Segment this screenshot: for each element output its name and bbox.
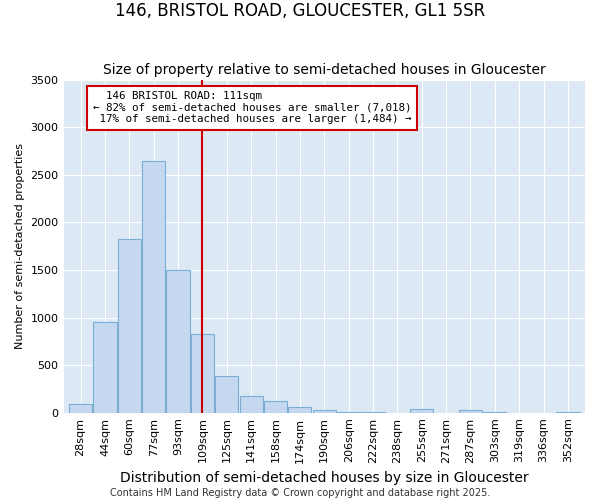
Bar [118,238,141,412]
Bar [239,396,263,412]
Bar [215,376,238,412]
Bar [289,408,311,412]
Bar [313,410,336,412]
Bar [166,270,190,412]
Text: Contains HM Land Registry data © Crown copyright and database right 2025.
Contai: Contains HM Land Registry data © Crown c… [88,488,512,500]
Bar [264,401,287,412]
Bar [94,322,116,412]
Text: 146, BRISTOL ROAD, GLOUCESTER, GL1 5SR: 146, BRISTOL ROAD, GLOUCESTER, GL1 5SR [115,2,485,21]
Bar [459,410,482,412]
Bar [142,162,165,412]
Bar [410,410,433,412]
Bar [69,404,92,412]
X-axis label: Distribution of semi-detached houses by size in Gloucester: Distribution of semi-detached houses by … [120,471,529,485]
Title: Size of property relative to semi-detached houses in Gloucester: Size of property relative to semi-detach… [103,63,545,77]
Bar [191,334,214,412]
Text: 146 BRISTOL ROAD: 111sqm
← 82% of semi-detached houses are smaller (7,018)
 17% : 146 BRISTOL ROAD: 111sqm ← 82% of semi-d… [93,91,411,124]
Y-axis label: Number of semi-detached properties: Number of semi-detached properties [15,143,25,349]
